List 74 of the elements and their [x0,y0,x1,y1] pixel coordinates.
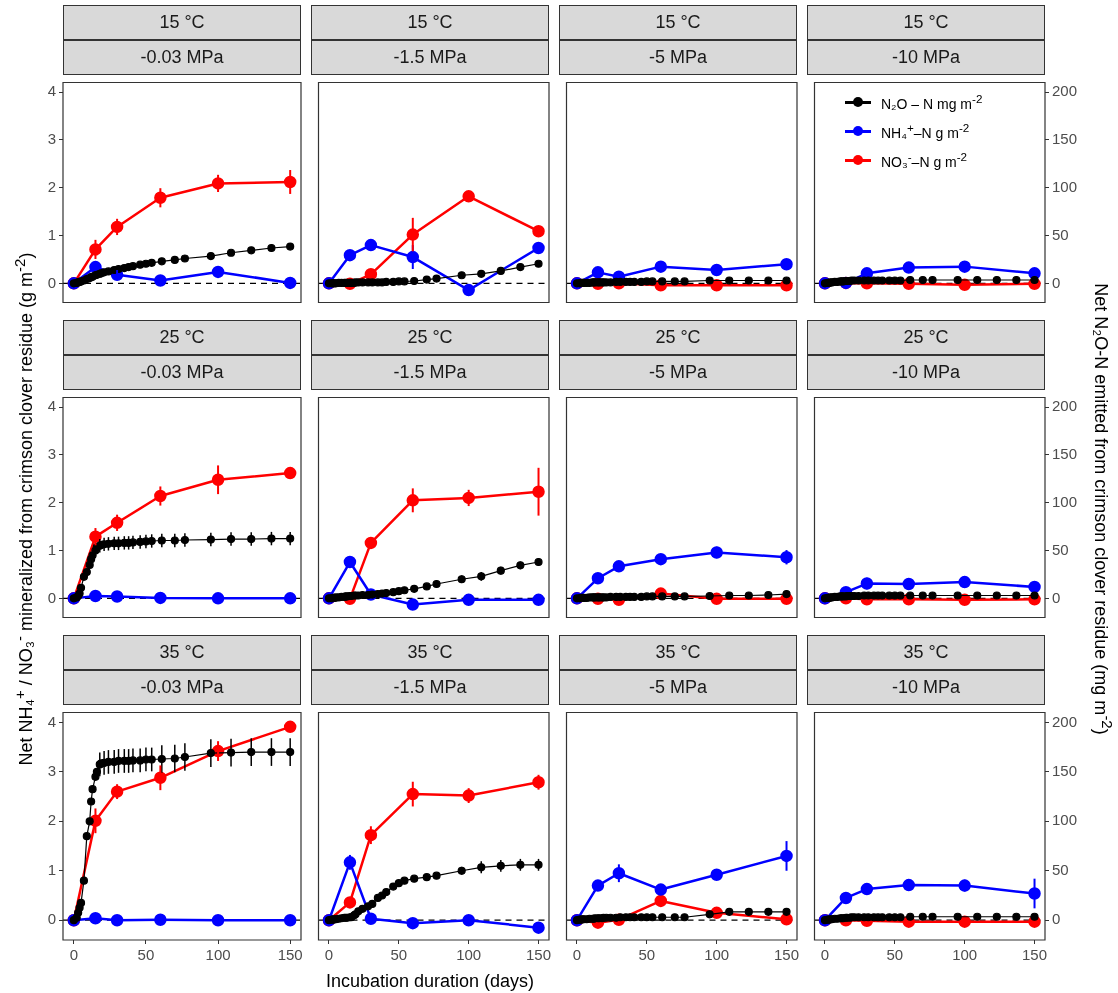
y-tick-label: 0 [47,588,56,606]
chart-title: 15 °C [807,5,1045,40]
x-tick-label: 50 [638,946,656,964]
y-tick-label: 0 [47,273,56,291]
y-tick-label: 3 [47,130,56,148]
y-tick-label: 4 [47,712,56,730]
chart-title: 25 °C [559,320,797,355]
chart-subtitle: -10 MPa [807,40,1045,75]
y-tick-label: 1 [47,860,56,878]
x-tick-label: 150 [1022,946,1048,964]
y-tick-label: 2 [47,177,56,195]
chart-subtitle: -10 MPa [807,670,1045,705]
y2-tick-label: 100 [1052,492,1078,510]
y-tick-label: 2 [47,811,56,829]
y2-tick-label: 150 [1052,445,1078,463]
x-tick-label: 150 [526,946,552,964]
y-tick-label: 3 [47,445,56,463]
legend-label: NH₄$^{+}$–N g m$^{-2}$ [881,120,970,141]
x-tick-label: 0 [324,946,334,964]
chart-title: 35 °C [559,635,797,670]
chart-title: 15 °C [559,5,797,40]
y-tick-label: 2 [47,492,56,510]
x-tick-label: 0 [572,946,582,964]
y2-tick-label: 50 [1052,540,1069,558]
x-tick-label: 100 [704,946,730,964]
y-tick-label: 4 [47,397,56,415]
legend-label: N₂O – N mg m$^{-2}$ [881,91,983,112]
x-tick-label: 50 [137,946,155,964]
x-axis-title: Incubation duration (days) [324,971,536,992]
y-tick-label: 0 [47,910,56,928]
y-tick-label: 1 [47,225,56,243]
chart-title: 25 °C [63,320,301,355]
y2-tick-label: 200 [1052,712,1078,730]
chart-title: 35 °C [807,635,1045,670]
y2-tick-label: 150 [1052,761,1078,779]
x-tick-label: 100 [456,946,482,964]
y2-tick-label: 150 [1052,130,1078,148]
legend-label: NO₃$^{-}$–N g m$^{-2}$ [881,149,968,170]
chart-subtitle: -5 MPa [559,670,797,705]
y2-tick-label: 100 [1052,177,1078,195]
y-tick-label: 1 [47,540,56,558]
x-tick-label: 100 [952,946,978,964]
y2-tick-label: 0 [1052,273,1061,291]
chart-subtitle: -0.03 MPa [63,40,301,75]
y-tick-label: 3 [47,761,56,779]
chart-title: 35 °C [311,635,549,670]
chart-title: 15 °C [311,5,549,40]
y-tick-label: 4 [47,82,56,100]
chart-title: 25 °C [807,320,1045,355]
chart-title: 15 °C [63,5,301,40]
chart-subtitle: -5 MPa [559,40,797,75]
y2-tick-label: 0 [1052,910,1061,928]
x-tick-label: 0 [69,946,78,964]
y2-tick-label: 50 [1052,225,1069,243]
chart-subtitle: -1.5 MPa [311,40,549,75]
x-tick-label: 50 [886,946,904,964]
x-tick-label: 50 [390,946,408,964]
chart-subtitle: -1.5 MPa [311,355,549,390]
y2-tick-label: 200 [1052,82,1078,100]
chart-subtitle: -5 MPa [559,355,797,390]
x-tick-label: 150 [774,946,800,964]
y2-tick-label: 50 [1052,860,1069,878]
y2-tick-label: 0 [1052,588,1061,606]
x-tick-label: 100 [205,946,231,964]
chart-title: 35 °C [63,635,301,670]
chart-subtitle: -0.03 MPa [63,670,301,705]
x-tick-label: 150 [277,946,303,964]
y2-tick-label: 200 [1052,397,1078,415]
y2-tick-label: 100 [1052,811,1078,829]
chart-title: 25 °C [311,320,549,355]
chart-subtitle: -10 MPa [807,355,1045,390]
chart-subtitle: -0.03 MPa [63,355,301,390]
chart-subtitle: -1.5 MPa [311,670,549,705]
x-tick-label: 0 [820,946,830,964]
